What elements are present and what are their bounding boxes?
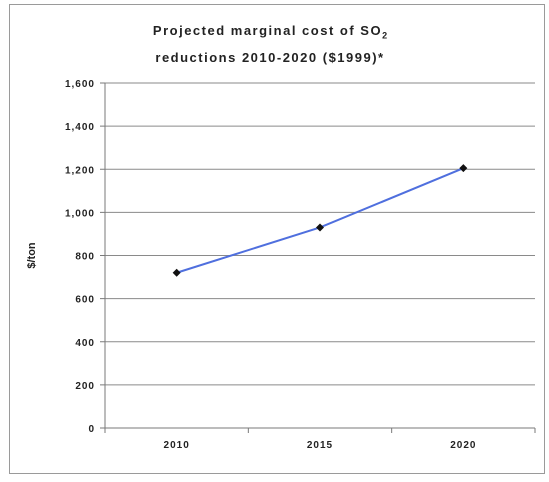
data-point [459, 164, 468, 173]
series-line [176, 167, 464, 274]
y-tick-label: 1,000 [65, 208, 95, 219]
data-point [316, 223, 324, 232]
chart-title-main: Projected marginal cost of SO [152, 23, 383, 38]
chart-title: Projected marginal cost of SO2 reduction… [60, 20, 480, 68]
x-tick-label: 2010 [164, 440, 190, 451]
chart-frame [9, 4, 545, 474]
x-tick-label: 2015 [307, 440, 333, 451]
y-tick-label: 1,600 [65, 79, 95, 90]
y-tick-label: 1,400 [65, 122, 95, 133]
y-axis-label: $/ton [26, 242, 38, 269]
y-tick-label: 400 [75, 338, 95, 349]
y-tick-label: 800 [75, 252, 95, 263]
y-tick-label: 600 [75, 295, 95, 306]
x-tick-label: 2020 [450, 440, 476, 451]
chart-title-line2: reductions 2010-2020 ($1999)* [155, 49, 385, 65]
chart-title-subscript: 2 [382, 30, 388, 41]
y-tick-label: 0 [88, 424, 95, 435]
data-point [172, 268, 181, 277]
y-tick-label: 1,200 [65, 165, 95, 176]
y-tick-label: 200 [75, 381, 95, 392]
